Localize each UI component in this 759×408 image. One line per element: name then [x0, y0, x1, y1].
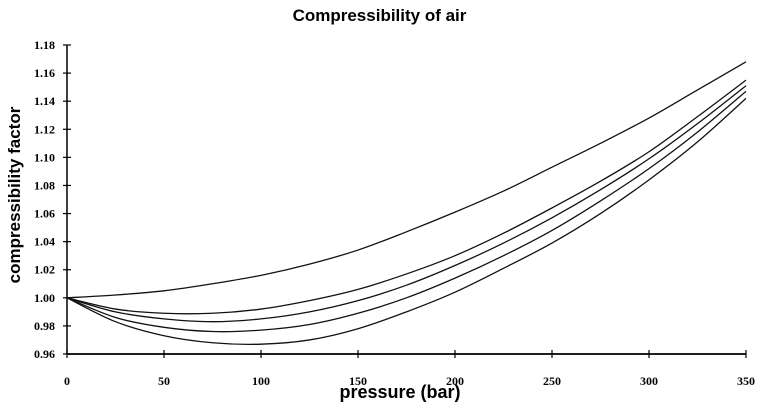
x-tick-label: 100	[252, 374, 270, 388]
x-tick-label: 200	[446, 374, 464, 388]
x-axis-label: pressure (bar)	[339, 382, 461, 402]
x-tick-label: 0	[64, 374, 70, 388]
y-tick-label: 1.10	[34, 150, 55, 164]
y-tick-label: 0.98	[34, 319, 55, 333]
series-line-1	[66, 61, 747, 299]
chart-title: Compressibility of air	[292, 6, 467, 25]
series-line-5	[66, 97, 747, 345]
y-tick-label: 1.16	[34, 66, 55, 80]
y-tick-label: 1.00	[34, 291, 55, 305]
series-line-4	[66, 90, 747, 333]
y-tick-label: 0.96	[34, 347, 55, 361]
y-tick-label: 1.12	[34, 122, 55, 136]
x-tick-label: 150	[349, 374, 367, 388]
x-tick-label: 50	[158, 374, 170, 388]
y-tick-label: 1.02	[34, 263, 55, 277]
x-tick-label: 300	[640, 374, 658, 388]
y-tick-label: 1.08	[34, 178, 55, 192]
y-tick-label: 1.04	[34, 235, 55, 249]
y-tick-label: 1.14	[34, 94, 55, 108]
y-tick-label: 1.06	[34, 207, 55, 221]
series-line-2	[66, 79, 747, 315]
y-tick-label: 1.18	[34, 38, 55, 52]
x-tick-label: 250	[543, 374, 561, 388]
series-line-3	[66, 85, 747, 323]
x-tick-label: 350	[737, 374, 755, 388]
